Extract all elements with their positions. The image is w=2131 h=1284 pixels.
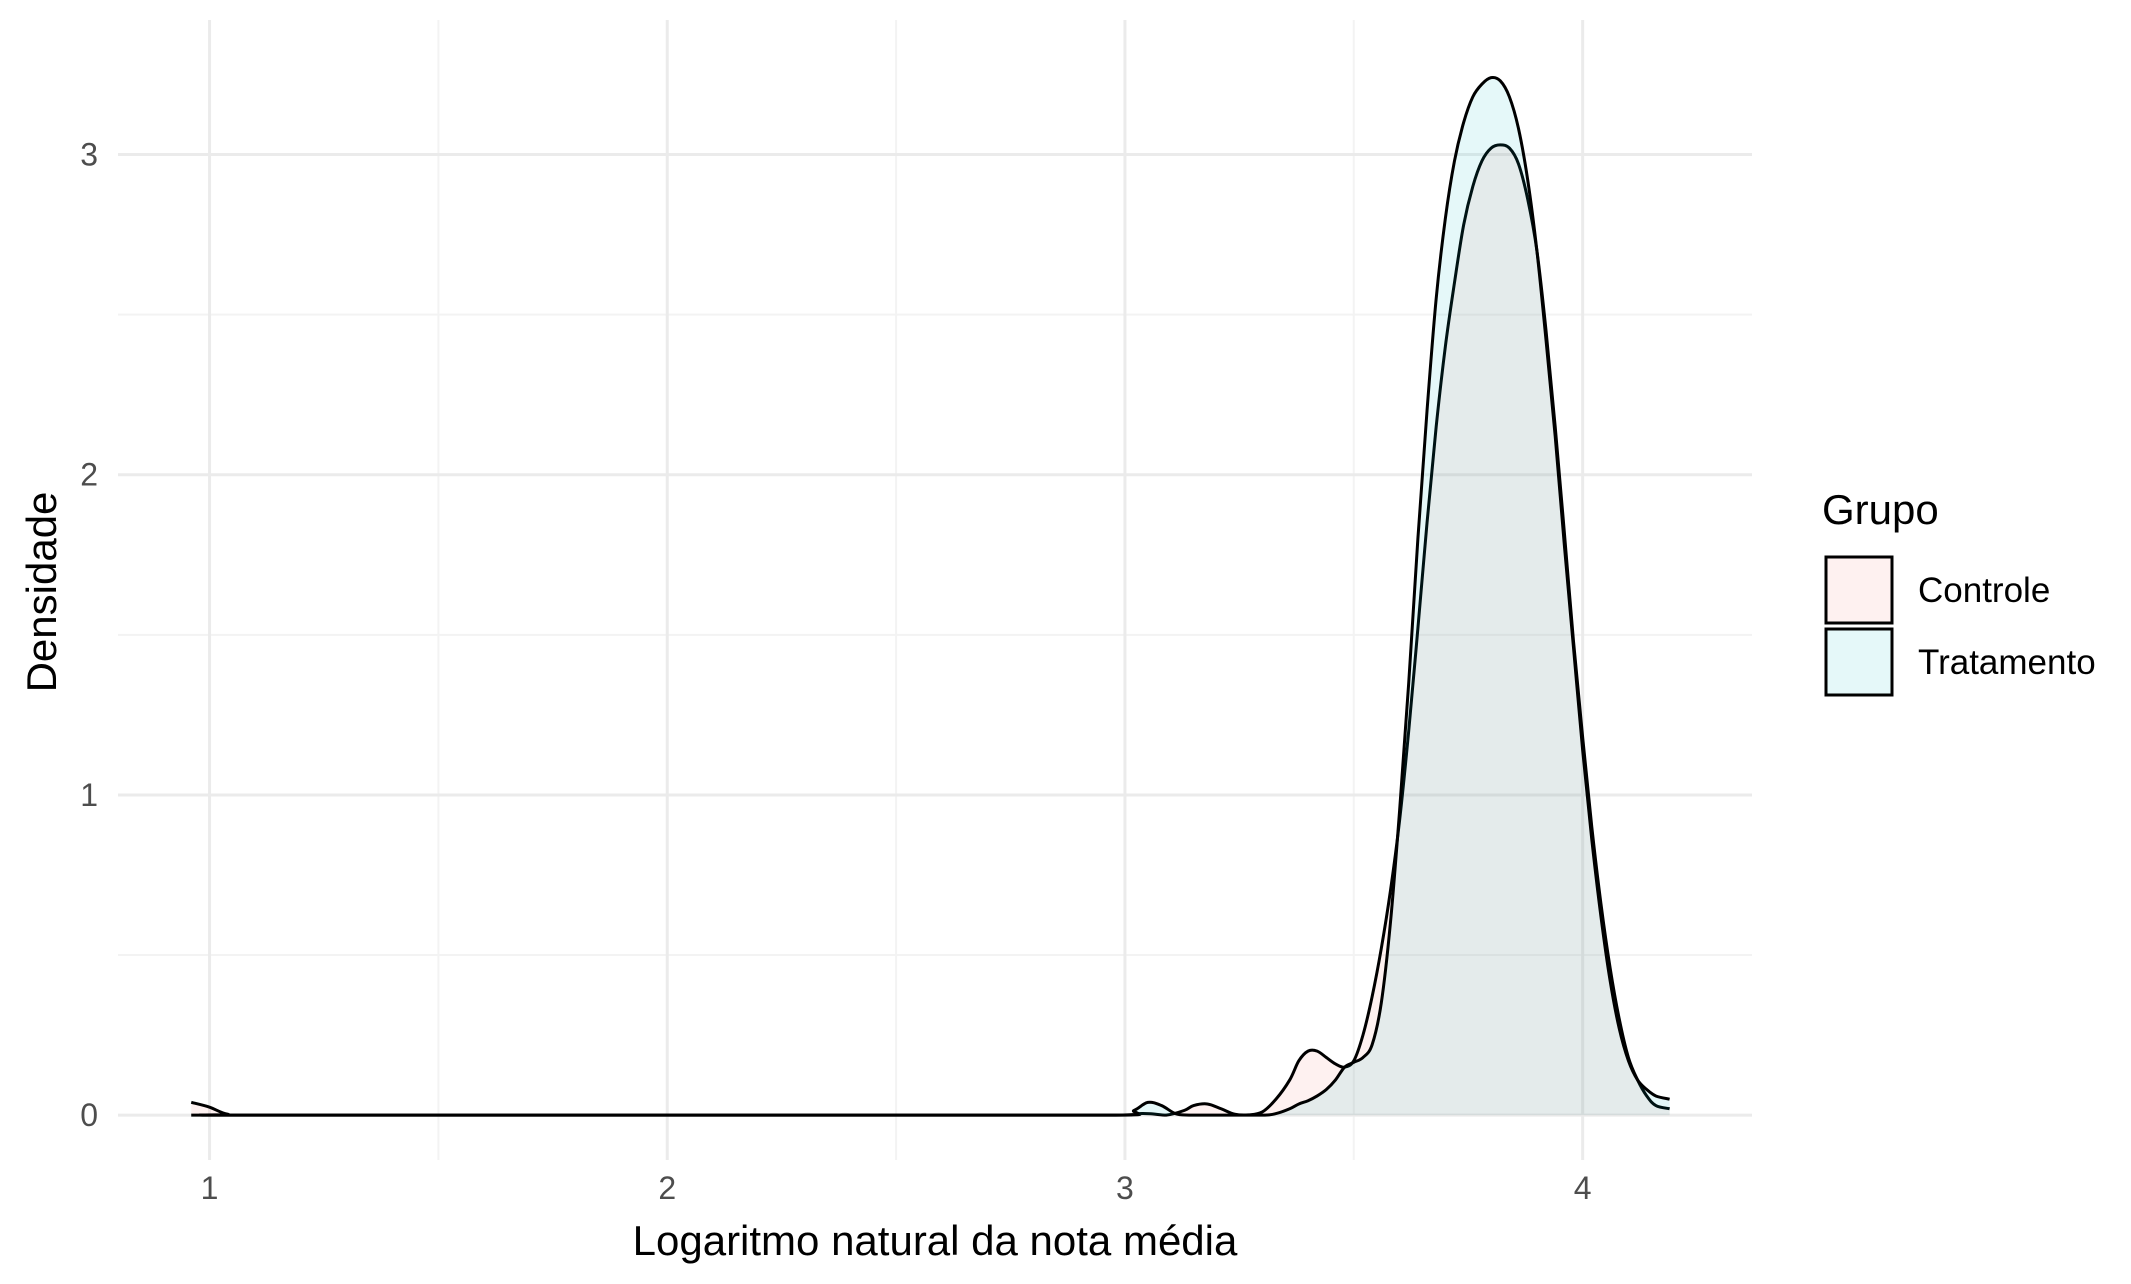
- x-axis-title: Logaritmo natural da nota média: [633, 1217, 1238, 1264]
- x-tick-label: 4: [1574, 1170, 1592, 1206]
- legend-label-controle: Controle: [1918, 571, 2050, 610]
- y-tick-label: 0: [80, 1097, 98, 1133]
- density-area-controle: [191, 144, 1670, 1116]
- density-line-tratamento: [191, 75, 1670, 1117]
- y-tick-label: 2: [80, 457, 98, 493]
- legend-key-bg: [1826, 557, 1892, 623]
- legend-key-controle: [1824, 555, 1894, 625]
- x-tick-label: 3: [1116, 1170, 1134, 1206]
- y-tick-label: 1: [80, 777, 98, 813]
- y-tick-label: 3: [80, 136, 98, 172]
- legend-label-tratamento: Tratamento: [1918, 643, 2096, 682]
- density-area-tratamento: [191, 77, 1670, 1116]
- legend-key-tratamento: [1824, 627, 1894, 697]
- y-axis-title: Densidade: [18, 492, 65, 693]
- density-series: [190, 75, 1670, 1117]
- x-tick-label: 2: [658, 1170, 676, 1206]
- legend-title: Grupo: [1822, 486, 1939, 533]
- y-axis-ticks: 0 1 2 3: [80, 136, 98, 1133]
- legend: Grupo Controle Tratamento: [1822, 486, 2096, 697]
- x-axis-ticks: 1 2 3 4: [201, 1170, 1592, 1206]
- x-tick-label: 1: [201, 1170, 219, 1206]
- legend-items: Controle Tratamento: [1824, 555, 2096, 697]
- legend-key-bg: [1826, 629, 1892, 695]
